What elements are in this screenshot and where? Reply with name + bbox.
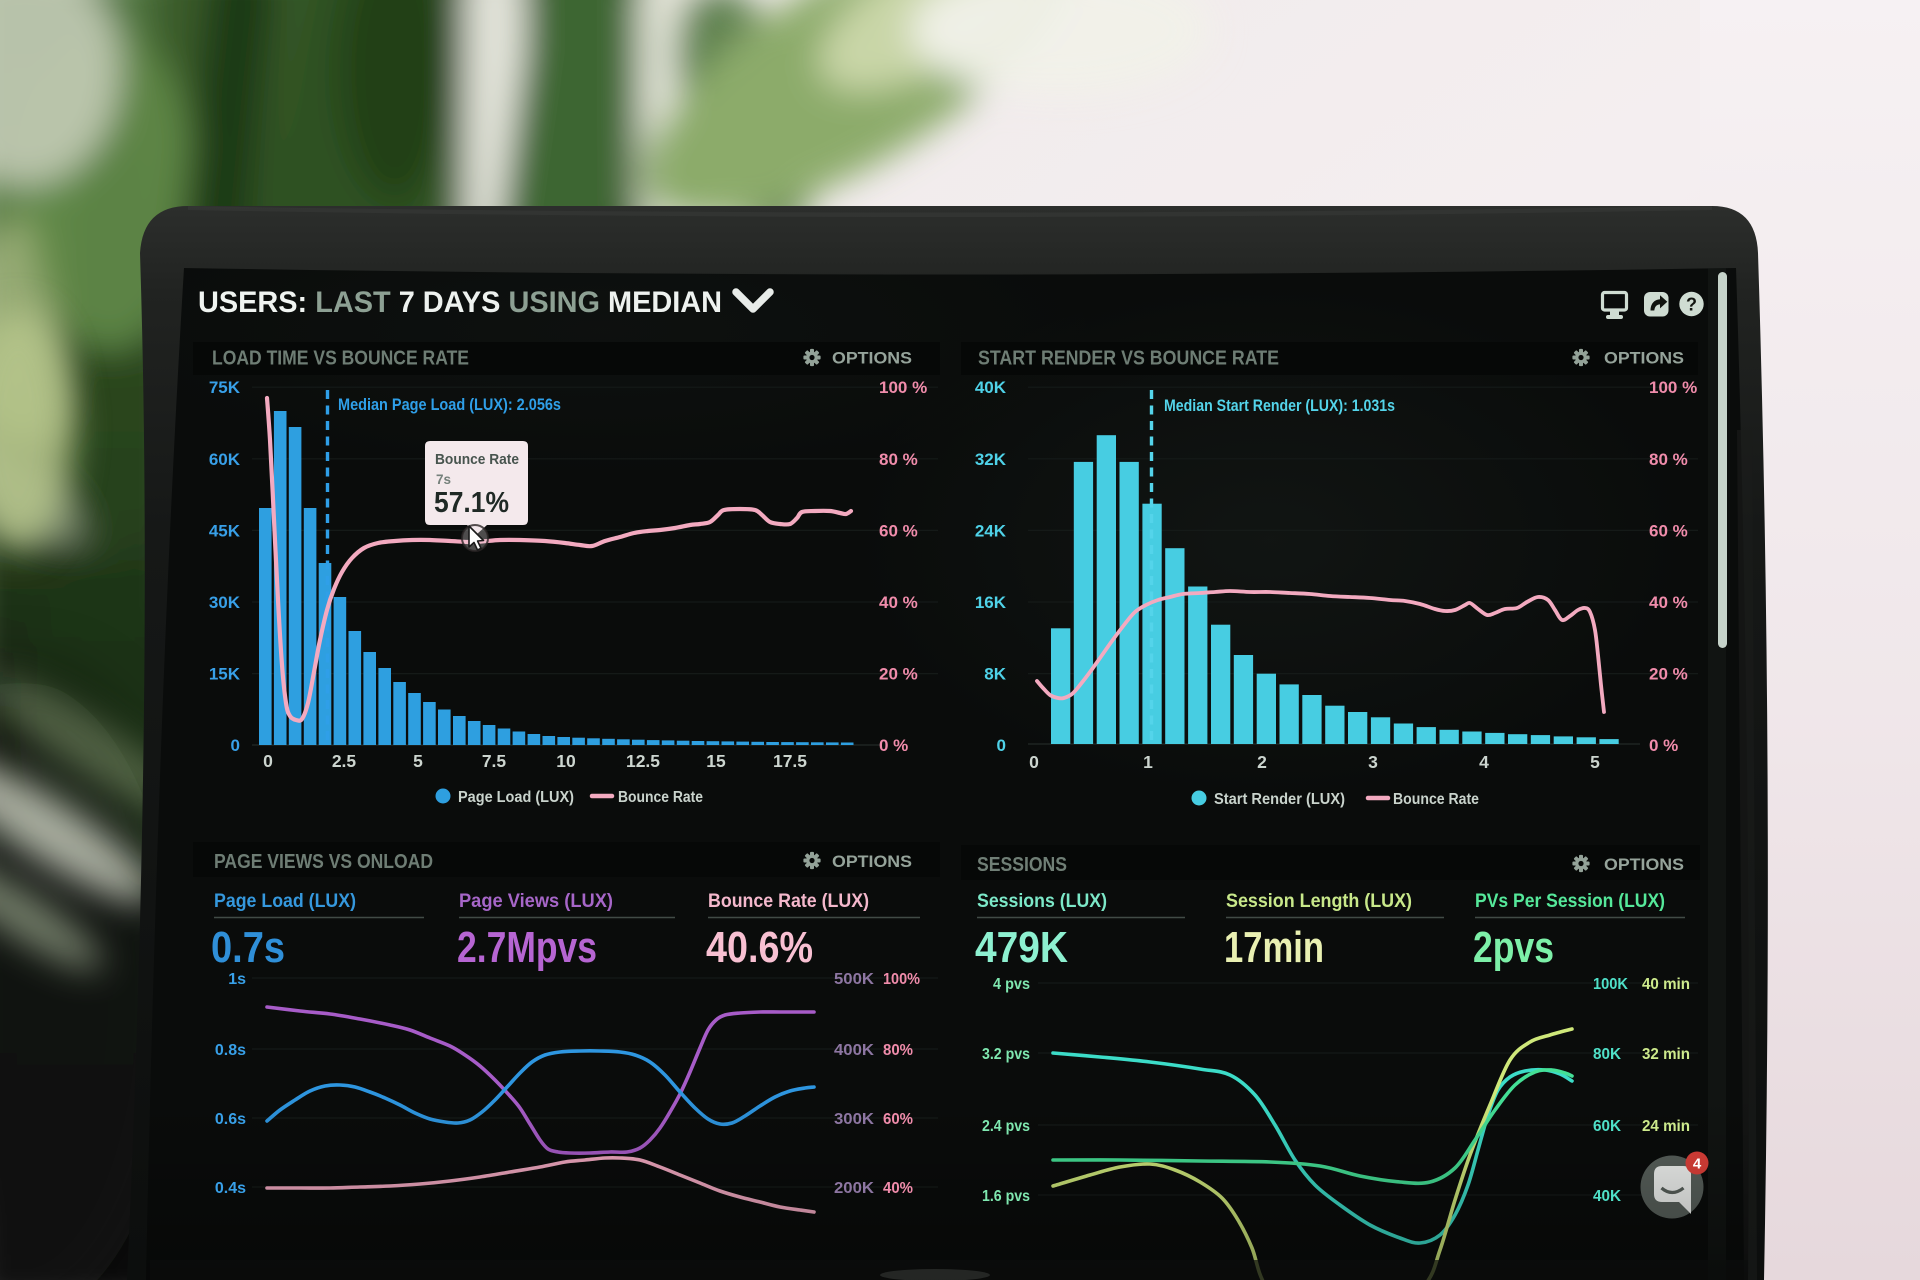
svg-text:OPTIONS: OPTIONS [1604,855,1684,874]
svg-text:0 %: 0 % [1649,736,1678,755]
svg-text:3: 3 [1368,752,1378,772]
svg-text:75K: 75K [209,378,241,397]
svg-text:57.1%: 57.1% [434,487,509,519]
svg-text:20 %: 20 % [879,665,918,684]
svg-text:0.8s: 0.8s [215,1042,246,1059]
svg-text:500K: 500K [834,971,874,988]
svg-text:80K: 80K [1593,1046,1621,1063]
svg-text:3.2 pvs: 3.2 pvs [982,1046,1030,1063]
svg-text:40K: 40K [975,378,1007,397]
svg-text:0 %: 0 % [879,736,908,755]
svg-text:PVs Per Session (LUX): PVs Per Session (LUX) [1475,890,1665,912]
svg-text:24 min: 24 min [1642,1118,1690,1135]
svg-text:40 %: 40 % [879,593,918,612]
svg-text:Bounce Rate (LUX): Bounce Rate (LUX) [708,890,869,912]
svg-text:SESSIONS: SESSIONS [977,854,1067,876]
svg-text:Session Length (LUX): Session Length (LUX) [1226,890,1412,912]
svg-text:32 min: 32 min [1642,1046,1690,1063]
svg-text:0: 0 [263,751,273,771]
svg-text:5: 5 [413,751,423,771]
svg-text:0: 0 [231,736,240,755]
svg-text:4: 4 [1479,752,1489,772]
svg-text:2: 2 [1257,752,1267,772]
svg-text:200K: 200K [834,1180,874,1197]
svg-text:7s: 7s [436,472,451,487]
svg-text:24K: 24K [975,521,1007,540]
svg-text:479K: 479K [975,923,1068,972]
svg-text:100K: 100K [1593,976,1628,993]
svg-text:?: ? [1686,295,1697,315]
svg-text:PAGE VIEWS VS ONLOAD: PAGE VIEWS VS ONLOAD [214,851,433,873]
svg-text:80%: 80% [883,1042,913,1059]
svg-text:2.5: 2.5 [332,751,357,771]
svg-text:60K: 60K [1593,1118,1621,1135]
svg-text:0.4s: 0.4s [215,1180,246,1197]
svg-text:Page Views (LUX): Page Views (LUX) [459,890,613,912]
svg-text:17min: 17min [1224,923,1324,972]
svg-text:OPTIONS: OPTIONS [1604,349,1684,368]
svg-text:2.7Mpvs: 2.7Mpvs [457,923,597,972]
svg-text:80 %: 80 % [1649,450,1688,469]
svg-text:0: 0 [997,736,1006,755]
svg-text:45K: 45K [209,521,241,540]
svg-text:Bounce Rate: Bounce Rate [618,789,703,806]
svg-text:START RENDER VS BOUNCE RATE: START RENDER VS BOUNCE RATE [978,348,1279,370]
svg-text:60K: 60K [209,450,241,469]
svg-text:80 %: 80 % [879,450,918,469]
svg-text:100%: 100% [883,971,920,988]
svg-text:Page Load (LUX): Page Load (LUX) [458,789,574,806]
svg-text:1: 1 [1143,752,1153,772]
svg-text:16K: 16K [975,593,1007,612]
svg-text:OPTIONS: OPTIONS [832,349,912,368]
svg-text:Median Start Render (LUX): 1.0: Median Start Render (LUX): 1.031s [1164,397,1395,415]
svg-text:400K: 400K [834,1042,874,1059]
svg-text:30K: 30K [209,593,241,612]
svg-text:40 min: 40 min [1642,976,1690,993]
svg-text:40.6%: 40.6% [706,923,813,972]
svg-text:100 %: 100 % [879,378,927,397]
svg-text:15: 15 [706,751,726,771]
svg-text:300K: 300K [834,1111,874,1128]
svg-text:Page Load (LUX): Page Load (LUX) [214,890,356,912]
svg-text:17.5: 17.5 [773,751,807,771]
svg-text:40 %: 40 % [1649,593,1688,612]
svg-text:Sessions (LUX): Sessions (LUX) [977,890,1107,912]
svg-text:0.7s: 0.7s [211,923,285,972]
svg-text:4: 4 [1693,1156,1702,1173]
svg-text:2pvs: 2pvs [1473,923,1554,972]
svg-text:12.5: 12.5 [626,751,660,771]
svg-text:OPTIONS: OPTIONS [832,852,912,871]
svg-text:Median Page Load (LUX): 2.056s: Median Page Load (LUX): 2.056s [338,396,561,414]
svg-text:USERS: LAST 7 DAYS USING MEDIA: USERS: LAST 7 DAYS USING MEDIAN [198,286,722,319]
svg-text:1.6 pvs: 1.6 pvs [982,1188,1030,1205]
svg-text:Start Render (LUX): Start Render (LUX) [1214,791,1345,808]
svg-text:1s: 1s [228,971,246,988]
svg-text:100 %: 100 % [1649,378,1697,397]
svg-text:20 %: 20 % [1649,665,1688,684]
svg-text:4 pvs: 4 pvs [993,976,1030,993]
svg-text:Bounce Rate: Bounce Rate [435,451,519,468]
svg-text:32K: 32K [975,450,1007,469]
svg-text:0: 0 [1029,752,1039,772]
svg-text:60 %: 60 % [1649,521,1688,540]
svg-text:15K: 15K [209,665,241,684]
svg-text:8K: 8K [984,665,1006,684]
svg-text:10: 10 [556,751,576,771]
svg-text:60%: 60% [883,1111,913,1128]
svg-text:60 %: 60 % [879,521,918,540]
svg-text:0.6s: 0.6s [215,1111,246,1128]
svg-text:2.4 pvs: 2.4 pvs [982,1118,1030,1135]
svg-text:LOAD TIME VS BOUNCE RATE: LOAD TIME VS BOUNCE RATE [212,348,469,370]
svg-text:Bounce Rate: Bounce Rate [1393,791,1479,808]
svg-text:5: 5 [1590,752,1600,772]
svg-text:40%: 40% [883,1180,913,1197]
svg-text:7.5: 7.5 [482,751,507,771]
svg-text:40K: 40K [1593,1188,1621,1205]
